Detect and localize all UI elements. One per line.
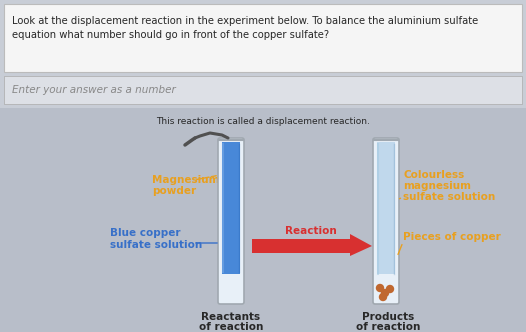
Text: of reaction: of reaction [356,322,420,332]
Text: powder: powder [152,186,196,196]
Text: sulfate solution: sulfate solution [110,240,203,250]
Bar [0,108,526,332]
Text: Reactants: Reactants [201,312,260,322]
FancyBboxPatch shape [4,76,522,104]
Text: Magnesium: Magnesium [152,175,219,185]
Text: magnesium: magnesium [403,181,471,191]
FancyBboxPatch shape [4,4,522,72]
Circle shape [381,290,389,296]
Circle shape [377,285,383,291]
Circle shape [387,286,393,292]
Text: Colourless: Colourless [403,170,464,180]
FancyBboxPatch shape [218,138,244,304]
Text: Look at the displacement reaction in the experiment below. To balance the alumin: Look at the displacement reaction in the… [12,16,478,26]
Polygon shape [350,234,372,256]
Bar [252,239,350,253]
Bar [377,142,395,274]
FancyBboxPatch shape [373,138,399,304]
Text: Reaction: Reaction [285,226,337,236]
Bar [222,142,240,274]
Text: of reaction: of reaction [199,322,263,332]
Circle shape [379,293,387,300]
Text: Enter your answer as a number: Enter your answer as a number [12,85,176,95]
Text: sulfate solution: sulfate solution [403,192,495,202]
Text: equation what number should go in front of the copper sulfate?: equation what number should go in front … [12,30,329,40]
Text: Products: Products [362,312,414,322]
Text: This reaction is called a displacement reaction.: This reaction is called a displacement r… [156,117,370,126]
Text: Pieces of copper: Pieces of copper [403,232,501,242]
Text: Blue copper: Blue copper [110,228,180,238]
